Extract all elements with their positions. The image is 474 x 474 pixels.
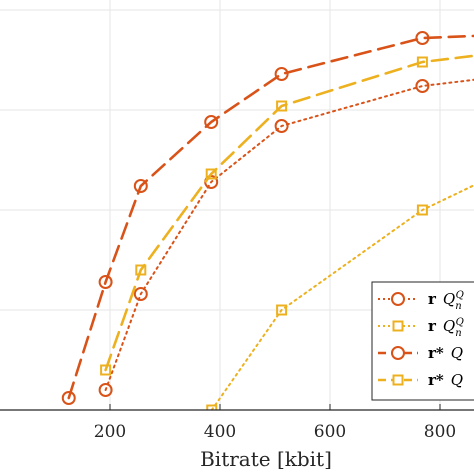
series-line — [104, 54, 474, 372]
series-2 — [206, 184, 474, 410]
data-point — [100, 364, 112, 376]
series-3 — [61, 31, 474, 405]
data-point — [204, 115, 219, 129]
data-point — [205, 168, 217, 180]
series-1 — [98, 78, 474, 397]
series-4 — [100, 54, 474, 376]
series-line — [210, 184, 474, 410]
data-point — [416, 56, 428, 68]
x-tick-label: 400 — [204, 422, 236, 442]
x-tick-label: 600 — [314, 422, 346, 442]
data-point — [274, 119, 289, 133]
series-line — [67, 34, 474, 400]
data-point — [98, 275, 113, 289]
legend-label: r QnQ — [428, 317, 464, 339]
x-tick-label: 800 — [424, 422, 456, 442]
data-point — [276, 304, 288, 316]
x-axis-title: Bitrate [kbit] — [200, 447, 332, 471]
legend-label: r* Q — [428, 344, 463, 362]
data-point — [415, 79, 430, 93]
legend-box — [371, 281, 474, 401]
legend-entry: r QnQ — [378, 290, 464, 312]
axes: 200 400 600 800 — [0, 404, 474, 442]
series-line — [104, 78, 474, 391]
data-point — [206, 404, 218, 410]
legend-marker — [391, 292, 405, 306]
data-point — [61, 391, 76, 405]
data-point — [98, 383, 113, 397]
data-point — [416, 204, 428, 216]
legend-marker — [391, 346, 405, 360]
legend-marker — [392, 374, 404, 386]
legend-label: r* Q — [428, 371, 463, 389]
data-point — [135, 264, 147, 276]
data-point — [133, 179, 148, 193]
legend-entry: r* Q — [378, 371, 463, 389]
legend-entry: r* Q — [378, 344, 463, 362]
x-tick-label: 200 — [94, 422, 126, 442]
grid-lines — [0, 0, 474, 411]
data-point — [276, 100, 288, 112]
data-series — [61, 31, 474, 410]
legend-marker — [392, 320, 404, 332]
data-point — [274, 67, 289, 81]
legend-label: r QnQ — [428, 290, 464, 312]
legend-entry: r QnQ — [378, 317, 464, 339]
legend: r QnQ r QnQ r* Q r* Q — [371, 281, 474, 401]
data-point — [133, 287, 148, 301]
data-point — [415, 31, 430, 45]
